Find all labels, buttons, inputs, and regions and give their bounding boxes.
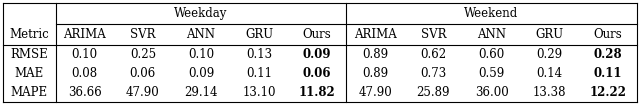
Text: MAPE: MAPE <box>11 86 48 99</box>
Text: 0.10: 0.10 <box>188 48 214 61</box>
Text: 36.66: 36.66 <box>68 86 102 99</box>
Text: SVR: SVR <box>420 28 446 41</box>
Text: 0.14: 0.14 <box>536 67 563 80</box>
Text: ANN: ANN <box>186 28 216 41</box>
Text: Metric: Metric <box>10 28 49 41</box>
Text: Weekday: Weekday <box>174 7 228 20</box>
Text: 0.29: 0.29 <box>536 48 563 61</box>
Text: 25.89: 25.89 <box>417 86 450 99</box>
Text: MAE: MAE <box>15 67 44 80</box>
Text: 0.08: 0.08 <box>72 67 98 80</box>
Text: 0.73: 0.73 <box>420 67 447 80</box>
Text: GRU: GRU <box>536 28 564 41</box>
Text: 0.60: 0.60 <box>478 48 505 61</box>
Text: 13.38: 13.38 <box>533 86 566 99</box>
Text: ANN: ANN <box>477 28 506 41</box>
Text: 0.13: 0.13 <box>246 48 272 61</box>
Text: ARIMA: ARIMA <box>354 28 397 41</box>
Text: 0.09: 0.09 <box>303 48 332 61</box>
Text: SVR: SVR <box>130 28 156 41</box>
Text: 0.06: 0.06 <box>303 67 332 80</box>
Text: 0.89: 0.89 <box>362 48 388 61</box>
Text: Weekend: Weekend <box>465 7 518 20</box>
Text: Ours: Ours <box>593 28 622 41</box>
Text: ARIMA: ARIMA <box>63 28 106 41</box>
Text: 0.11: 0.11 <box>593 67 622 80</box>
Text: Ours: Ours <box>303 28 332 41</box>
Text: 0.25: 0.25 <box>130 48 156 61</box>
Text: 0.11: 0.11 <box>246 67 272 80</box>
Text: GRU: GRU <box>245 28 273 41</box>
Text: 12.22: 12.22 <box>589 86 627 99</box>
Text: 0.62: 0.62 <box>420 48 447 61</box>
Text: 0.10: 0.10 <box>72 48 98 61</box>
Text: RMSE: RMSE <box>11 48 48 61</box>
Text: 13.10: 13.10 <box>243 86 276 99</box>
Text: 11.82: 11.82 <box>299 86 335 99</box>
Text: 47.90: 47.90 <box>126 86 160 99</box>
Text: 36.00: 36.00 <box>475 86 508 99</box>
Text: 0.28: 0.28 <box>593 48 622 61</box>
Text: 0.89: 0.89 <box>362 67 388 80</box>
Text: 47.90: 47.90 <box>358 86 392 99</box>
Text: 0.09: 0.09 <box>188 67 214 80</box>
Text: 0.59: 0.59 <box>478 67 505 80</box>
Text: 0.06: 0.06 <box>130 67 156 80</box>
Text: 29.14: 29.14 <box>184 86 218 99</box>
